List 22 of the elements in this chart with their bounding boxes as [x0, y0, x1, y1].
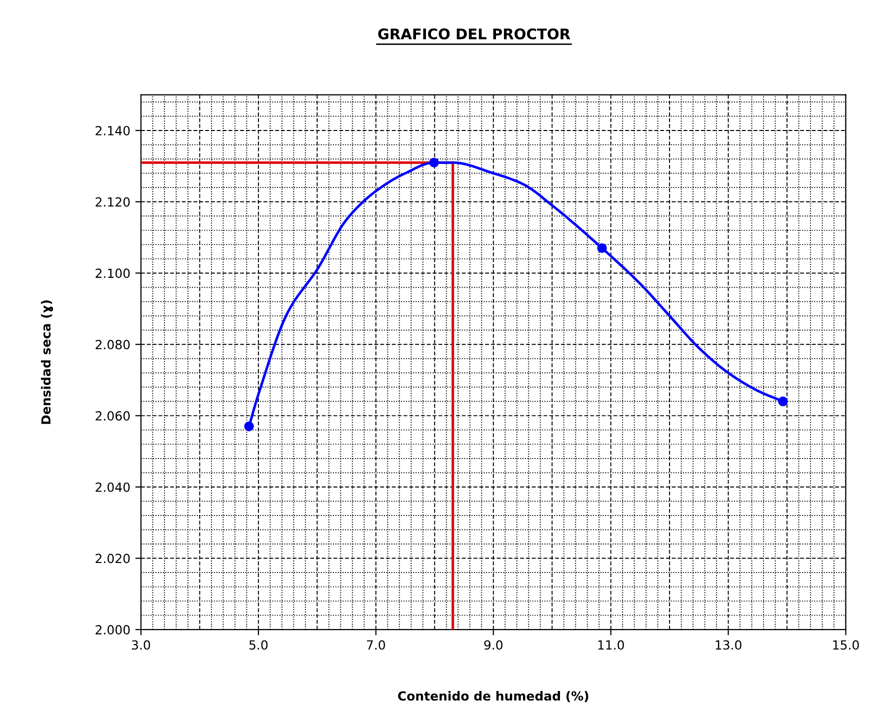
x-tick-label: 11.0 — [598, 640, 624, 650]
y-tick-label: 2.140 — [96, 126, 130, 136]
x-tick-label: 13.0 — [716, 640, 742, 650]
x-tick-label: 3.0 — [132, 640, 150, 650]
y-tick-label: 2.040 — [96, 482, 130, 492]
y-tick-label: 2.120 — [96, 197, 130, 207]
x-tick-label: 15.0 — [833, 640, 859, 650]
x-tick-label: 9.0 — [484, 640, 502, 650]
y-tick-label: 2.060 — [96, 411, 130, 421]
y-tick-label: 2.100 — [96, 268, 130, 278]
y-tick-label: 2.080 — [96, 340, 130, 350]
point — [244, 422, 254, 432]
chart-title: GRAFICO DEL PROCTOR — [378, 28, 570, 40]
x-tick-label: 5.0 — [249, 640, 268, 650]
y-tick-label: 2.000 — [96, 625, 130, 635]
y-tick-label: 2.020 — [96, 554, 130, 564]
x-axis-title: Contenido de humedad (%) — [398, 690, 588, 702]
point — [597, 243, 607, 253]
y-axis-title: Densidad seca (ɣ) — [40, 300, 54, 424]
point — [778, 396, 788, 406]
point — [429, 158, 439, 168]
x-tick-label: 7.0 — [366, 640, 386, 650]
